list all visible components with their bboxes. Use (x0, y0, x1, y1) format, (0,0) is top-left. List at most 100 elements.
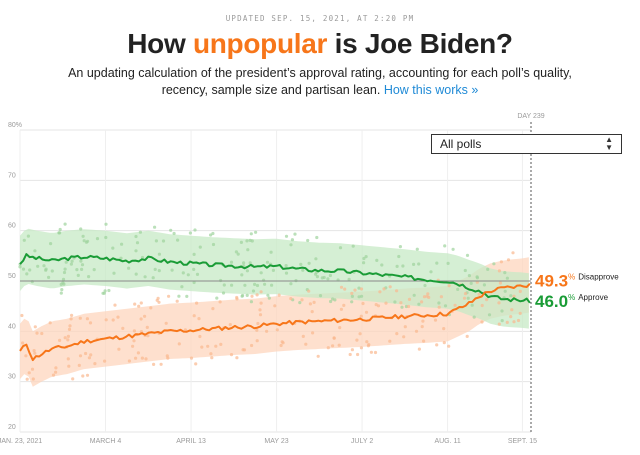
approve-poll-dot (412, 293, 416, 297)
disapprove-poll-dot (21, 341, 25, 345)
approve-poll-dot (63, 267, 67, 271)
approve-poll-dot (357, 295, 361, 299)
disapprove-poll-dot (510, 308, 514, 312)
disapprove-poll-dot (192, 314, 196, 318)
disapprove-poll-dot (93, 362, 97, 366)
approve-poll-dot (102, 291, 106, 295)
page-title: How unpopular is Joe Biden? (0, 28, 640, 60)
disapprove-poll-dot (308, 302, 312, 306)
disapprove-poll-dot (258, 308, 262, 312)
approve-poll-dot (79, 227, 83, 231)
approve-poll-dot (104, 222, 108, 226)
disapprove-poll-dot (498, 281, 502, 285)
disapprove-poll-dot (210, 356, 214, 360)
approve-poll-dot (329, 299, 333, 304)
approve-poll-dot (243, 283, 247, 287)
approve-poll-dot (18, 265, 22, 269)
approve-poll-dot (169, 228, 173, 232)
disapprove-poll-dot (24, 354, 28, 358)
approve-poll-dot (267, 296, 271, 300)
disapprove-poll-dot (66, 334, 70, 338)
approve-poll-dot (417, 302, 421, 306)
approve-poll-dot (60, 288, 64, 292)
disapprove-poll-dot (88, 321, 93, 325)
disapprove-poll-dot (480, 303, 484, 308)
disapprove-poll-dot (136, 351, 140, 355)
disapprove-poll-dot (198, 334, 202, 339)
approve-poll-dot (198, 245, 202, 249)
approve-poll-dot (180, 285, 184, 289)
disapprove-poll-dot (27, 371, 31, 375)
x-tick-label: APRIL 13 (176, 438, 206, 445)
disapprove-trend-line (19, 283, 531, 362)
approve-poll-dot (263, 282, 267, 286)
disapprove-poll-dot (289, 297, 293, 301)
disapprove-current-value: 49.3 (535, 272, 568, 291)
disapprove-poll-dot (518, 311, 522, 315)
disapprove-poll-dot (66, 338, 70, 342)
approve-poll-dot (482, 283, 486, 287)
approve-poll-dot (415, 247, 419, 251)
disapprove-poll-dot (509, 315, 513, 319)
disapprove-poll-dot (353, 288, 357, 292)
disapprove-poll-dot (77, 363, 81, 367)
disapprove-poll-dot (20, 313, 24, 318)
disapprove-poll-dot (437, 305, 441, 309)
disapprove-poll-dot (402, 335, 406, 339)
disapprove-poll-dot (300, 298, 304, 302)
approve-poll-dot (62, 270, 67, 275)
approve-poll-dot (161, 239, 166, 243)
approve-poll-dot (157, 269, 161, 273)
x-tick-label: SEPT. 15 (508, 438, 537, 445)
disapprove-poll-dot (384, 301, 388, 305)
approve-poll-dot (44, 268, 48, 272)
disapprove-poll-dot (433, 318, 438, 322)
disapprove-poll-dot (235, 295, 239, 300)
approve-poll-dot (33, 249, 37, 253)
approve-poll-dot (467, 274, 471, 278)
disapprove-poll-dot (54, 370, 58, 374)
approve-poll-dot (298, 301, 302, 305)
disapprove-poll-dot (399, 301, 403, 305)
approve-poll-dot (492, 262, 496, 266)
approve-poll-dot (320, 276, 324, 280)
approve-poll-dot (61, 277, 66, 281)
y-tick-label: 50 (8, 273, 16, 280)
disapprove-poll-dot (497, 269, 501, 273)
approve-poll-dot (393, 300, 397, 304)
disapprove-poll-dot (442, 341, 446, 345)
approve-poll-dot (500, 319, 504, 323)
approve-poll-dot (284, 264, 288, 268)
approve-poll-dot (380, 263, 384, 267)
approve-poll-dot (69, 262, 73, 266)
approve-poll-dot (215, 296, 219, 300)
disapprove-poll-dot (331, 344, 335, 348)
disapprove-poll-dot (442, 327, 446, 331)
disapprove-poll-dot (132, 339, 136, 343)
disapprove-poll-dot (307, 289, 311, 293)
disapprove-poll-dot (164, 321, 168, 325)
subtitle: An updating calculation of the president… (60, 65, 580, 99)
approve-poll-dot (254, 230, 258, 234)
disapprove-poll-dot (516, 318, 521, 323)
approve-poll-dot (36, 264, 40, 268)
day-marker-label: DAY 239 (517, 113, 544, 120)
disapprove-poll-dot (132, 329, 136, 333)
disapprove-poll-dot (152, 362, 156, 366)
how-this-works-link[interactable]: How this works » (383, 83, 479, 97)
poll-filter-select[interactable]: All polls ▲ ▼ (431, 134, 622, 154)
approve-poll-dot (192, 252, 196, 256)
approve-poll-dot (245, 269, 249, 273)
disapprove-poll-dot (197, 317, 201, 321)
approve-poll-dot (248, 261, 252, 265)
approve-poll-dot (95, 237, 100, 241)
disapprove-poll-dot (326, 346, 330, 350)
approve-poll-dot (250, 239, 254, 243)
approve-poll-dot (245, 239, 249, 243)
disapprove-poll-dot (279, 343, 283, 348)
approve-poll-dot (289, 243, 293, 247)
approve-poll-dot (222, 283, 226, 287)
approve-poll-dot (375, 258, 379, 262)
disapprove-poll-dot (32, 349, 36, 353)
approve-poll-dot (246, 248, 250, 252)
